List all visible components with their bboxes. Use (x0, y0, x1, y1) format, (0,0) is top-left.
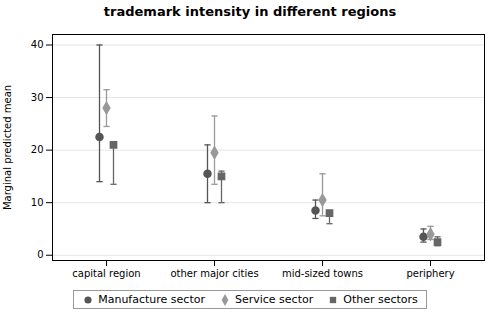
svg-text:capital region: capital region (72, 268, 140, 279)
svg-text:20: 20 (31, 144, 44, 155)
svg-text:other major cities: other major cities (170, 268, 258, 279)
svg-text:0: 0 (37, 249, 43, 260)
svg-text:mid-sized towns: mid-sized towns (282, 268, 363, 279)
html-text:Other sectors: Other sectors (343, 293, 418, 306)
html-text:Manufacture sector: Manufacture sector (98, 293, 205, 306)
svg-text:periphery: periphery (406, 268, 454, 279)
svg-text:10: 10 (31, 197, 44, 208)
svg-text:40: 40 (31, 39, 44, 50)
svg-text:Marginal predicted mean: Marginal predicted mean (2, 85, 13, 210)
html-text:trademark intensity in differe: trademark intensity in different regions (103, 4, 397, 19)
svg-text:30: 30 (31, 92, 44, 103)
html-text:Service sector: Service sector (235, 293, 314, 306)
